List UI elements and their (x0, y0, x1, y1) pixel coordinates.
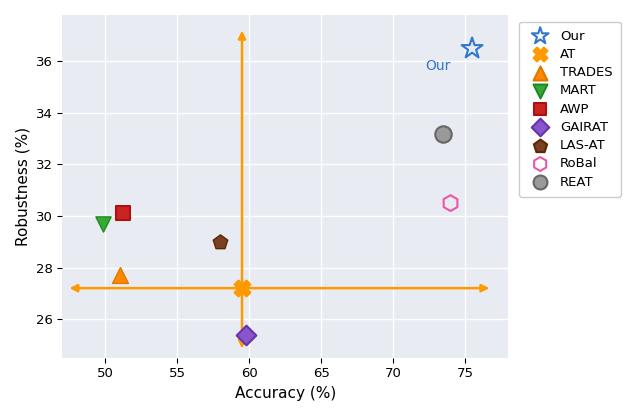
Text: Our: Our (425, 59, 450, 73)
Point (241, 331, 251, 338)
Point (97, 220, 107, 227)
Point (467, 45, 477, 52)
Y-axis label: Robustness (%): Robustness (%) (15, 127, 30, 246)
Legend: Our, AT, TRADES, MART, AWP, GAIRAT, LAS-AT, RoBal, REAT: Our, AT, TRADES, MART, AWP, GAIRAT, LAS-… (519, 22, 621, 197)
Point (445, 200, 455, 206)
Point (438, 130, 448, 137)
Point (114, 272, 125, 279)
Point (237, 285, 247, 292)
Point (216, 238, 226, 245)
Point (118, 210, 128, 217)
X-axis label: Accuracy (%): Accuracy (%) (235, 386, 336, 401)
